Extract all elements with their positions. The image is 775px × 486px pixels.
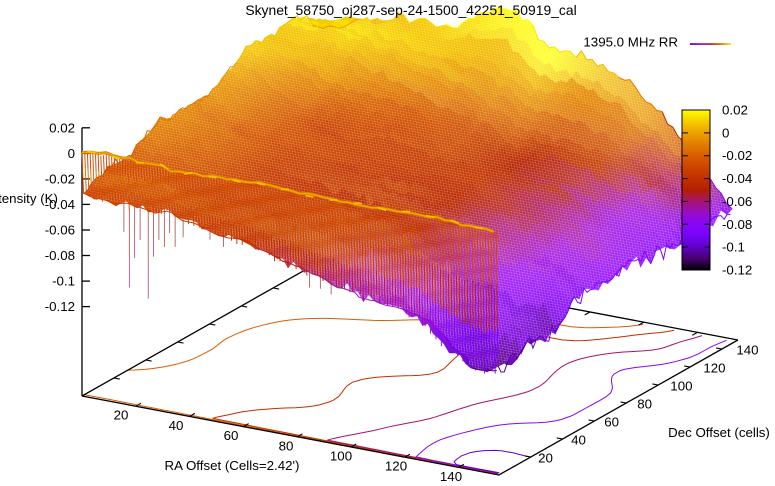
- svg-text:-0.06: -0.06: [722, 194, 752, 209]
- svg-text:-0.06: -0.06: [45, 223, 75, 238]
- svg-text:80: 80: [637, 397, 652, 412]
- svg-text:-0.02: -0.02: [722, 148, 752, 163]
- svg-text:100: 100: [330, 449, 352, 464]
- svg-text:-0.02: -0.02: [45, 171, 75, 186]
- svg-text:60: 60: [224, 428, 239, 443]
- svg-text:100: 100: [670, 379, 692, 394]
- svg-text:60: 60: [604, 415, 619, 430]
- svg-text:Intensity (K): Intensity (K): [0, 191, 58, 206]
- svg-text:RA Offset (Cells=2.42'): RA Offset (Cells=2.42'): [165, 458, 300, 473]
- svg-text:20: 20: [538, 451, 553, 466]
- svg-text:120: 120: [385, 459, 407, 474]
- svg-text:-0.08: -0.08: [45, 248, 75, 263]
- svg-text:-0.04: -0.04: [45, 197, 75, 212]
- svg-text:0.02: 0.02: [722, 103, 748, 118]
- svg-text:40: 40: [169, 418, 184, 433]
- svg-text:120: 120: [703, 361, 725, 376]
- svg-text:-0.12: -0.12: [722, 263, 752, 278]
- svg-text:1395.0 MHz RR: 1395.0 MHz RR: [583, 35, 678, 50]
- svg-text:-0.12: -0.12: [45, 299, 75, 314]
- svg-text:140: 140: [440, 469, 462, 481]
- svg-text:Dec Offset (cells): Dec Offset (cells): [668, 425, 770, 440]
- svg-text:140: 140: [736, 343, 758, 358]
- svg-text:Skynet_58750_oj287-sep-24-1500: Skynet_58750_oj287-sep-24-1500_42251_509…: [245, 2, 576, 18]
- svg-text:-0.1: -0.1: [722, 240, 745, 255]
- svg-text:40: 40: [571, 433, 586, 448]
- svg-text:20: 20: [114, 408, 129, 423]
- svg-text:0: 0: [722, 125, 729, 140]
- svg-text:-0.08: -0.08: [722, 217, 752, 232]
- svg-text:80: 80: [279, 438, 294, 453]
- svg-text:0.02: 0.02: [49, 120, 75, 135]
- svg-text:-0.04: -0.04: [722, 171, 752, 186]
- svg-text:-0.1: -0.1: [52, 274, 75, 289]
- svg-text:0: 0: [68, 146, 75, 161]
